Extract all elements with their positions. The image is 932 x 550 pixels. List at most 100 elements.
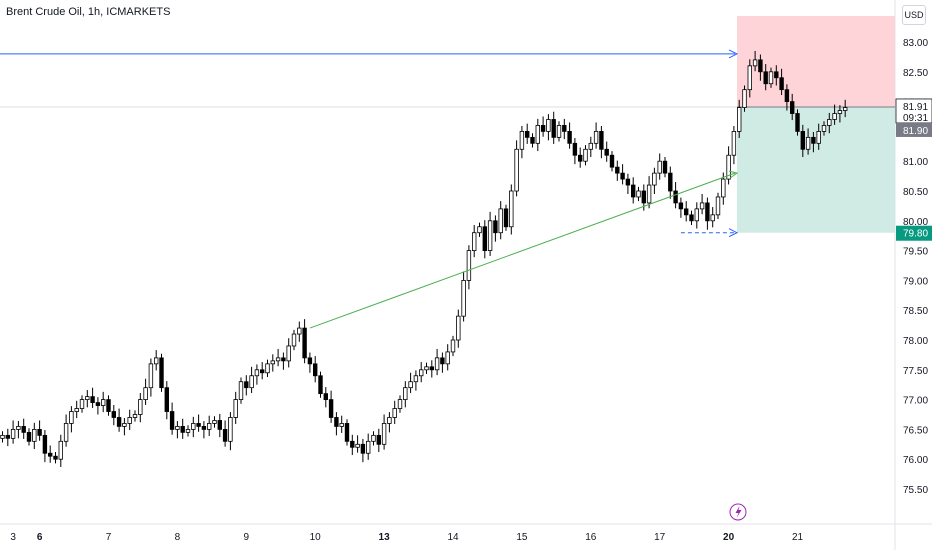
candle: [355, 435, 360, 453]
candle-body: [111, 411, 116, 418]
candle-body: [5, 434, 10, 439]
candle: [376, 428, 381, 453]
candle-body: [334, 417, 339, 427]
candle-body: [63, 423, 69, 442]
candle-body: [471, 232, 477, 252]
candle: [318, 371, 323, 398]
candle-body: [222, 428, 228, 442]
candle-body: [339, 423, 344, 427]
candle: [344, 419, 350, 446]
candle-body: [699, 202, 705, 210]
candle: [153, 350, 159, 371]
candle: [185, 425, 191, 437]
candle-body: [196, 423, 201, 427]
candle-body: [530, 136, 535, 144]
candle-body: [827, 119, 832, 126]
candle: [259, 362, 265, 380]
candle-body: [244, 381, 249, 389]
candle: [827, 112, 832, 134]
candle: [684, 201, 689, 222]
candle-body: [318, 375, 323, 395]
candle: [487, 211, 493, 256]
candle-body: [837, 110, 843, 114]
candle: [477, 222, 482, 237]
candle: [519, 126, 525, 159]
y-tick-label: 76.00: [903, 455, 928, 466]
prev-price-badge: [896, 122, 932, 137]
lightning-icon[interactable]: [729, 503, 747, 521]
candle: [32, 422, 37, 450]
candle: [228, 412, 233, 451]
candle: [461, 271, 466, 322]
candle: [101, 391, 106, 413]
candle: [122, 418, 127, 436]
candle: [365, 433, 371, 460]
candle-body: [387, 417, 392, 424]
candle: [297, 321, 302, 342]
candle: [265, 359, 270, 377]
candle: [456, 309, 461, 348]
candle: [546, 114, 551, 141]
candle-body: [418, 369, 424, 377]
candle-body: [143, 387, 148, 400]
candle: [148, 358, 154, 397]
candle: [164, 381, 169, 420]
x-tick-label: 9: [244, 532, 250, 543]
candle: [843, 99, 848, 118]
candle: [95, 397, 101, 415]
candle: [694, 202, 699, 229]
candle-body: [312, 363, 318, 377]
y-tick-label: 78.00: [903, 336, 928, 347]
candle-body: [790, 101, 795, 114]
candle: [116, 408, 122, 432]
candle: [418, 362, 424, 383]
candle-body: [26, 431, 32, 442]
candle: [381, 414, 387, 450]
x-tick-label: 14: [447, 532, 459, 543]
candle-body: [588, 142, 593, 150]
trend-line[interactable]: [309, 172, 736, 329]
candle: [26, 428, 32, 446]
candle: [63, 414, 69, 447]
candle: [837, 105, 843, 123]
candle-body: [201, 426, 207, 430]
candle: [132, 410, 138, 422]
candle: [42, 429, 48, 463]
candle-body: [217, 420, 222, 430]
candle-body: [562, 125, 567, 132]
candle: [360, 438, 366, 463]
candle: [466, 245, 472, 290]
candle: [138, 393, 143, 423]
target-zone: [737, 16, 895, 107]
candle: [275, 348, 281, 367]
stop-arrow: [728, 228, 739, 238]
candle: [450, 335, 456, 357]
currency-button[interactable]: USD: [902, 5, 926, 25]
y-tick-label: 77.00: [903, 396, 928, 407]
candle-body: [821, 125, 827, 132]
candle-body: [254, 369, 260, 377]
candle-body: [450, 339, 456, 353]
candle-body: [805, 136, 811, 150]
candle-body: [456, 315, 461, 341]
candle: [471, 224, 477, 258]
candle-body: [74, 408, 79, 412]
candle-body: [127, 417, 132, 424]
resistance-arrow: [728, 49, 739, 59]
candle-body: [95, 402, 101, 406]
candle: [403, 381, 408, 408]
candle: [238, 377, 244, 404]
candle-body: [16, 426, 21, 430]
candle: [85, 390, 90, 408]
candle: [387, 412, 392, 433]
candle: [530, 133, 535, 148]
candle: [5, 428, 10, 447]
candle: [715, 192, 721, 220]
candle-body: [169, 411, 175, 430]
candle-body: [525, 130, 530, 138]
candle-body: [482, 226, 487, 251]
candle-body: [551, 119, 556, 138]
candle: [53, 452, 58, 464]
candle-body: [710, 214, 715, 222]
